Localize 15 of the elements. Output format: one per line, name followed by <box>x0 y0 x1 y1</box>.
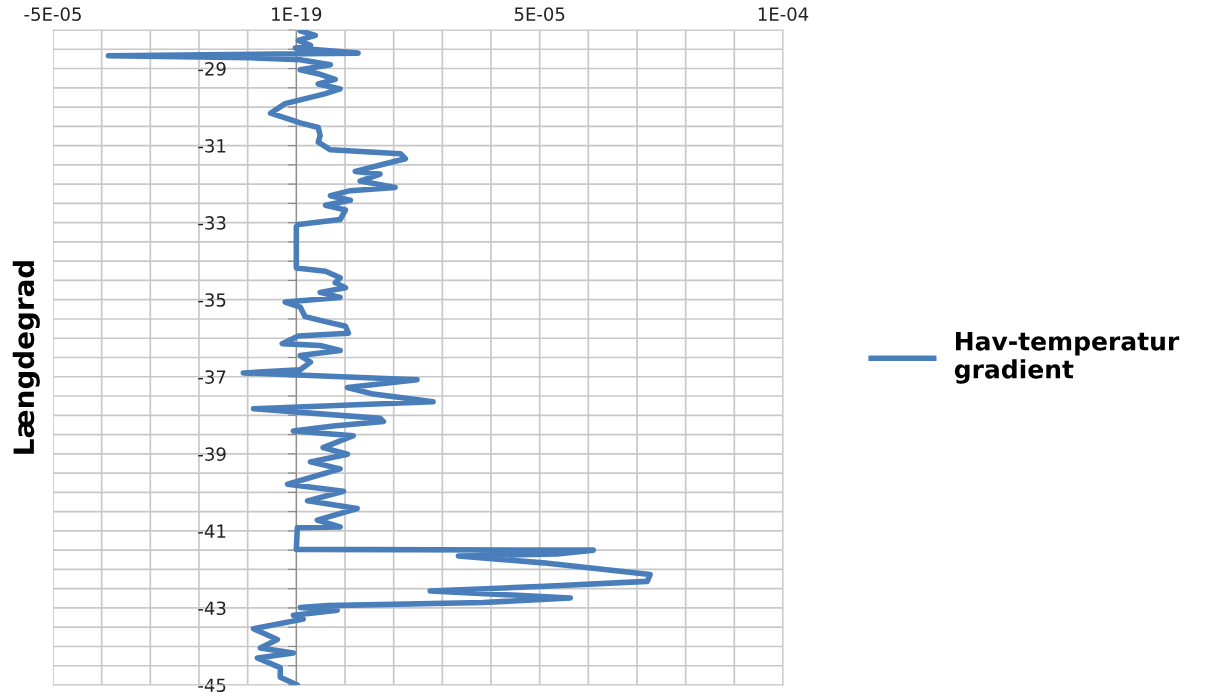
y-tick-label: -35 <box>198 293 226 307</box>
y-tick-label: -43 <box>198 601 226 616</box>
x-tick-label: -5E-05 <box>24 7 81 21</box>
y-axis-title: Længdegrad <box>12 261 40 454</box>
y-tick-label: -29 <box>198 61 226 76</box>
y-tick-label: -41 <box>198 524 226 538</box>
y-tick-label: -39 <box>198 447 226 461</box>
y-tick-label: -37 <box>198 370 226 384</box>
x-tick-label: 1E-19 <box>272 7 322 21</box>
x-tick-label: 5E-05 <box>514 7 565 21</box>
y-tick-label: -33 <box>198 216 226 230</box>
y-tick-label: -31 <box>198 139 226 153</box>
x-tick-label: 1E-04 <box>758 7 809 21</box>
legend-label: Hav-temperatur gradient <box>954 332 1180 384</box>
y-tick-label: -45 <box>198 678 226 693</box>
